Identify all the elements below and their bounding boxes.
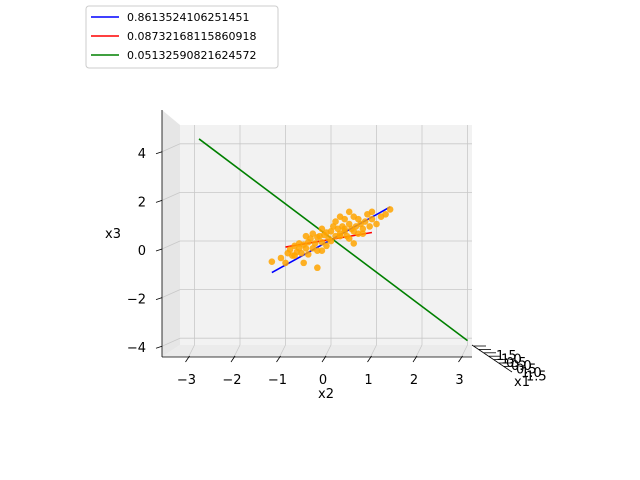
data-point — [332, 218, 339, 225]
data-point — [359, 225, 367, 233]
x2-tick-label: 1 — [364, 373, 372, 388]
x2-tick-label: −3 — [177, 373, 196, 388]
data-point — [366, 223, 373, 230]
data-point — [304, 251, 312, 258]
data-point — [341, 215, 348, 223]
x1-tick-label: 1.0 — [501, 352, 522, 367]
grid-line-floor — [233, 344, 241, 358]
data-point — [341, 225, 348, 233]
data-point — [355, 230, 362, 238]
data-point — [318, 225, 326, 233]
data-point — [336, 232, 344, 240]
x1-tick-label: 1.0 — [521, 366, 542, 381]
x1-axis-label: x1 — [514, 375, 530, 390]
x3-tick-label: 4 — [138, 147, 146, 162]
grid-line-floor — [324, 344, 332, 358]
grid-line-side — [161, 289, 181, 298]
x3-tick-mark — [155, 297, 163, 300]
x2-tick-label: 3 — [455, 373, 463, 388]
grid-line-floor — [188, 344, 195, 358]
axes — [155, 110, 516, 373]
data-point — [268, 258, 276, 265]
grid-line-floor — [415, 344, 423, 358]
scatter-points — [268, 206, 394, 272]
data-point — [277, 254, 285, 262]
grid-line-floor — [370, 344, 377, 358]
grid-line-side — [161, 337, 181, 347]
x1-tick-label: 0.5 — [506, 356, 527, 371]
data-point — [345, 208, 353, 216]
grid-line-side — [161, 192, 181, 201]
data-point — [373, 220, 380, 228]
data-point — [311, 240, 319, 247]
x3-tick-mark — [155, 151, 163, 155]
data-point — [318, 238, 326, 246]
data-point — [350, 240, 358, 247]
data-point — [282, 259, 289, 267]
data-point — [359, 230, 367, 238]
legend-label: 0.8613524106251451 — [127, 11, 249, 24]
legend-frame — [85, 5, 279, 69]
grid-line-floor — [279, 344, 286, 358]
data-point — [327, 237, 335, 245]
grid-line-side — [161, 240, 181, 250]
data-point — [291, 252, 298, 259]
data-point — [300, 259, 308, 267]
data-point — [368, 208, 376, 216]
x3-axis-label: x3 — [105, 227, 121, 242]
x3-tick-mark — [155, 248, 163, 252]
grid-line-floor — [461, 344, 468, 358]
legend-label: 0.05132590821624572 — [127, 49, 256, 62]
x2-tick-label: 0 — [319, 373, 327, 388]
x3-tick-label: −2 — [127, 293, 146, 308]
data-point — [323, 242, 330, 250]
data-point — [318, 247, 326, 255]
data-point — [345, 235, 353, 242]
x1-tick-label: 1.5 — [496, 349, 517, 364]
data-point — [286, 246, 294, 253]
x1-tick-label: 1.5 — [526, 369, 547, 384]
x2-tick-label: 2 — [410, 373, 418, 388]
x2-tick-label: −2 — [222, 373, 241, 388]
x2-tick-label: −1 — [268, 373, 287, 388]
bottom-pane — [162, 345, 472, 357]
data-point — [298, 249, 305, 257]
x1-axis-line — [471, 344, 513, 373]
data-point — [314, 247, 321, 255]
x3-tick-label: 2 — [138, 195, 146, 210]
x2-axis-label: x2 — [318, 387, 334, 402]
data-point — [361, 218, 369, 225]
left-pane — [162, 110, 180, 357]
data-point — [382, 210, 389, 218]
data-point — [386, 206, 394, 213]
legend-label: 0.08732168115860918 — [127, 30, 256, 43]
x3-tick-mark — [155, 200, 163, 203]
grid-line-side — [161, 143, 181, 153]
x3-tick-mark — [155, 345, 163, 349]
data-point — [368, 215, 376, 223]
x1-tick-label: 0.0 — [511, 359, 532, 374]
data-point — [309, 230, 317, 238]
x1-tick-label: 0.5 — [516, 363, 537, 378]
data-point — [302, 244, 310, 252]
data-point — [314, 264, 321, 272]
x3-tick-label: 0 — [138, 244, 146, 259]
legend: 0.8613524106251451 0.08732168115860918 0.0… — [85, 5, 279, 69]
x3-tick-label: −4 — [127, 341, 146, 356]
